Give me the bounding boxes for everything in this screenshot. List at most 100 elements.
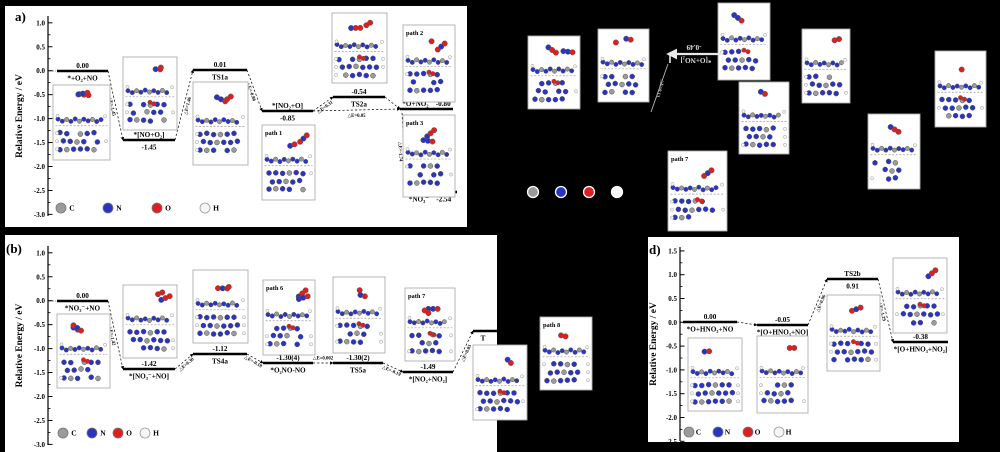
atom-dot (199, 302, 205, 308)
atom-dot (934, 291, 940, 297)
atom-dot (127, 116, 133, 123)
inset-path-label: path 3 (406, 120, 423, 127)
atom-dot (761, 397, 767, 404)
atom-dot (942, 105, 949, 111)
atom-dot (477, 389, 483, 396)
legend-c-label: C (71, 429, 76, 438)
atom-dot (420, 179, 427, 185)
atom-dot (166, 293, 173, 300)
atom-dot (670, 215, 674, 220)
atom-dot (204, 117, 210, 123)
atom-dot (687, 185, 693, 191)
atom-dot (161, 346, 167, 352)
atom-dot (963, 83, 969, 89)
atom-dot (273, 185, 279, 192)
atom-dot (683, 186, 689, 192)
atom-dot (908, 291, 914, 297)
atom-dot (138, 317, 144, 323)
atom-dot (759, 37, 765, 43)
atom-dot (151, 101, 157, 107)
atom-dot (140, 101, 147, 108)
atom-dot (129, 90, 135, 96)
structure-inset: path 3 (402, 114, 456, 198)
inset-path-label: path 7 (408, 293, 426, 300)
atom-dot (85, 345, 91, 351)
atom-dot (204, 330, 210, 336)
atom-dot (900, 147, 906, 153)
atom-dot (170, 313, 174, 318)
atom-dot (89, 347, 95, 353)
atom-dot (197, 330, 203, 337)
atom-dot (370, 72, 376, 79)
atom-dot (742, 37, 747, 43)
atom-dot (829, 324, 834, 329)
delta-e-label: △E=-1.29 (876, 301, 887, 322)
atom-dot (231, 147, 237, 153)
atom-dot (434, 180, 440, 186)
legend-n-swatch (102, 202, 114, 214)
atom-dot (208, 119, 214, 125)
atom-dot (347, 331, 353, 337)
atom-dot (514, 378, 520, 384)
transition-connector (107, 70, 125, 141)
atom-dot (210, 147, 217, 153)
atom-dot (699, 382, 705, 389)
atom-dot (619, 81, 625, 88)
atom-dot (418, 59, 424, 65)
atom-dot (754, 113, 760, 119)
atom-dot (520, 374, 524, 379)
atom-dot (532, 96, 538, 102)
atom-dot (416, 348, 422, 355)
legend-h-label: H (786, 428, 792, 437)
atom-dot (642, 57, 646, 62)
atom-dot (804, 90, 808, 95)
atom-dot (848, 349, 854, 356)
y-tick-label: -3.0 (34, 211, 46, 219)
atom-dot (874, 147, 880, 153)
atom-dot (208, 302, 214, 308)
atom-dot (907, 311, 913, 318)
atom-dot (712, 382, 719, 388)
atom-dot (138, 89, 144, 95)
energy-level-name: *O₂NO-NO (270, 367, 306, 375)
atom-dot (746, 35, 752, 41)
atom-dot (140, 117, 147, 123)
atom-dot (917, 319, 924, 326)
atom-dot (507, 398, 514, 404)
atom-dot (626, 60, 632, 66)
atom-dot (581, 349, 587, 355)
atom-dot (161, 329, 167, 335)
atom-dot (859, 329, 865, 335)
atom-dot (381, 65, 385, 69)
legend-o-swatch (112, 427, 124, 439)
legend-n-label: N (725, 428, 731, 437)
atom-dot (572, 349, 578, 355)
y-tick-label: -1.5 (666, 390, 678, 398)
atom-dot (484, 406, 490, 412)
atom-dot (605, 81, 612, 88)
atom-dot (294, 158, 300, 164)
atom-dot (224, 314, 230, 321)
atom-dot (435, 152, 441, 158)
atom-dot (103, 342, 107, 347)
atom-dot (214, 139, 220, 146)
overlay-level-value: -0.49 (686, 43, 701, 51)
atom-dot (195, 132, 199, 136)
atom-dot (217, 315, 224, 321)
atom-dot (417, 172, 423, 178)
y-tick-label: 1.0 (36, 249, 45, 257)
atom-dot (774, 382, 781, 388)
atom-dot (484, 377, 490, 383)
atom-dot (221, 117, 227, 123)
atom-dot (870, 145, 876, 151)
atom-dot (929, 289, 935, 295)
panel-d-tag: d) (649, 242, 661, 257)
atom-dot (157, 337, 164, 344)
atom-dot (279, 186, 286, 192)
inset-path-label: path 7 (671, 156, 689, 163)
atom-dot (889, 168, 895, 174)
atom-dot (816, 82, 822, 89)
atom-dot (269, 179, 276, 185)
atom-dot (568, 347, 574, 353)
